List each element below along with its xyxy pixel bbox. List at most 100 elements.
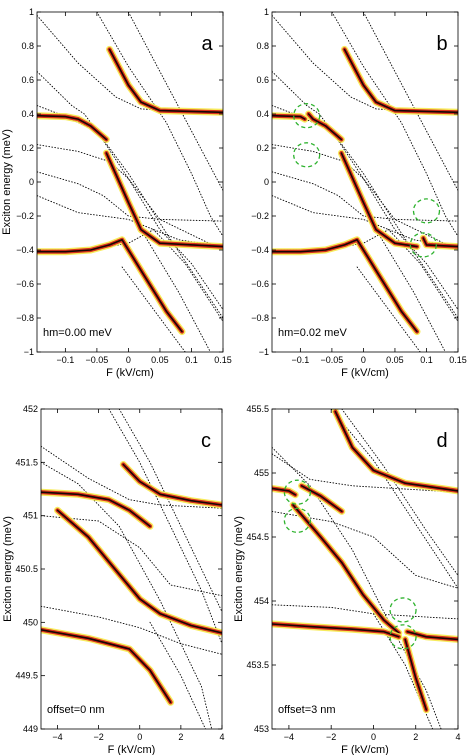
y-tick-label: −1 — [259, 347, 269, 357]
x-tick-label: 0.1 — [420, 355, 433, 365]
anticrossing-circle — [293, 103, 321, 129]
y-axis-label: Exciton energy (meV) — [233, 516, 245, 622]
anticrossing-circle — [389, 597, 417, 623]
series-dotted-line — [96, 12, 223, 237]
y-tick-label: 454.5 — [246, 532, 269, 542]
y-tick-label: 0.2 — [21, 143, 34, 153]
plot-area — [272, 12, 458, 352]
y-tick-label: 454 — [254, 596, 269, 606]
y-tick-label: −0.6 — [251, 279, 269, 289]
x-tick-label: 0.15 — [214, 355, 232, 365]
y-tick-label: −1 — [24, 347, 34, 357]
series-dotted-line — [41, 605, 222, 655]
series-bright-branch — [289, 501, 403, 637]
x-tick-label: 0.05 — [151, 355, 169, 365]
series-bright-branch — [37, 112, 110, 143]
y-tick-label: 455 — [254, 468, 269, 478]
axes-frame — [271, 408, 459, 730]
y-tick-label: −0.8 — [16, 313, 34, 323]
axes-frame — [40, 408, 223, 730]
y-tick-label: 0.2 — [256, 143, 269, 153]
panel-label: c — [201, 430, 211, 452]
y-tick-label: 451 — [23, 511, 38, 521]
series-bright-branch — [106, 45, 223, 116]
x-tick-label: −2 — [326, 732, 336, 742]
y-tick-label: −0.2 — [251, 211, 269, 221]
series-dotted-line — [341, 409, 458, 576]
y-tick-label: 1 — [29, 7, 34, 17]
anticrossing-circle — [409, 232, 437, 258]
series-bright-branch — [419, 234, 458, 251]
series-bright-branch — [41, 626, 175, 706]
x-axis-label: F (kV/cm) — [341, 744, 389, 755]
series-bright-branch — [272, 620, 403, 641]
y-tick-label: 0.4 — [256, 109, 269, 119]
y-tick-label: −0.2 — [16, 211, 34, 221]
x-tick-label: −0.1 — [291, 355, 309, 365]
y-tick-label: −0.6 — [16, 279, 34, 289]
series-bright-branch — [54, 506, 222, 637]
y-tick-label: 0.8 — [256, 41, 269, 51]
series-bright-branch — [272, 236, 421, 336]
x-tick-label: 0 — [361, 355, 366, 365]
series-dotted-line — [272, 604, 458, 620]
x-tick-label: 2 — [413, 732, 418, 742]
series-dotted-line — [149, 621, 206, 729]
series-dotted-line — [272, 510, 458, 589]
y-axis-label: Exciton energy (meV) — [2, 516, 14, 622]
y-tick-label: −0.8 — [251, 313, 269, 323]
anticrossing-circle — [293, 142, 321, 168]
panel-a: −0.1 −0.05 0 0.05 0.1 0.15 −1 −0.8 −0.6 −0.4 −0.2 0… — [1, 7, 232, 379]
x-tick-label: 0 — [137, 732, 142, 742]
series-bright-branch — [341, 45, 458, 116]
panel-label: d — [436, 430, 447, 452]
series-bright-branch — [37, 236, 186, 336]
series-bright-branch — [331, 409, 458, 495]
x-axis-label: F (kV/cm) — [341, 367, 389, 379]
x-tick-label: 0.1 — [185, 355, 198, 365]
series-bright-branch — [102, 149, 223, 251]
series-dotted-line — [362, 12, 458, 191]
series-dotted-line — [375, 229, 446, 352]
x-tick-label: −4 — [52, 732, 62, 742]
anticrossing-circle — [412, 198, 441, 224]
x-tick-label: 0.05 — [386, 355, 404, 365]
series-dotted-line — [331, 12, 458, 237]
x-tick-label: −4 — [284, 732, 294, 742]
y-tick-label: −0.4 — [16, 245, 34, 255]
y-tick-label: 1 — [264, 7, 269, 17]
x-tick-label: 4 — [455, 732, 460, 742]
series-bright-branch — [41, 488, 154, 530]
y-tick-label: 455.5 — [246, 404, 269, 414]
y-tick-label: −0.4 — [251, 245, 269, 255]
x-tick-label: 2 — [178, 732, 183, 742]
series-dotted-line — [127, 12, 223, 191]
x-axis-label: F (kV/cm) — [108, 744, 156, 755]
y-tick-label: 0.8 — [21, 41, 34, 51]
series-bright-branch — [298, 482, 346, 515]
panel-annotation: hm=0.00 meV — [43, 327, 112, 339]
panel-b: −0.1 −0.05 0 0.05 0.1 0.15 −1 −0.8 −0.6 −0.4 −0.2 0… — [251, 7, 467, 379]
y-tick-label: 453.5 — [246, 660, 269, 670]
plot-area — [37, 12, 223, 352]
x-tick-label: 0 — [371, 732, 376, 742]
y-tick-label: 451.5 — [15, 457, 38, 467]
series-bright-branch — [337, 149, 421, 251]
panel-c: −4 −2 0 2 4 449 449.5 450 450.5 451 451.5 452 F (kV/… — [2, 404, 225, 755]
series-dotted-line — [121, 266, 186, 352]
y-tick-label: 450 — [23, 617, 38, 627]
series-bright-branch — [272, 112, 309, 123]
panel-label: a — [201, 33, 213, 55]
anticrossing-circle — [389, 624, 417, 650]
x-tick-label: 4 — [219, 732, 224, 742]
x-tick-label: 0.15 — [449, 355, 467, 365]
series-bright-branch — [305, 110, 345, 143]
y-tick-label: 449.5 — [15, 671, 38, 681]
panel-annotation: offset=0 nm — [47, 704, 105, 716]
series-bright-branch — [401, 635, 430, 714]
y-tick-label: 0 — [29, 177, 34, 187]
series-bright-branch — [119, 461, 222, 509]
x-tick-label: −0.05 — [321, 355, 344, 365]
y-tick-label: 0.4 — [21, 109, 34, 119]
